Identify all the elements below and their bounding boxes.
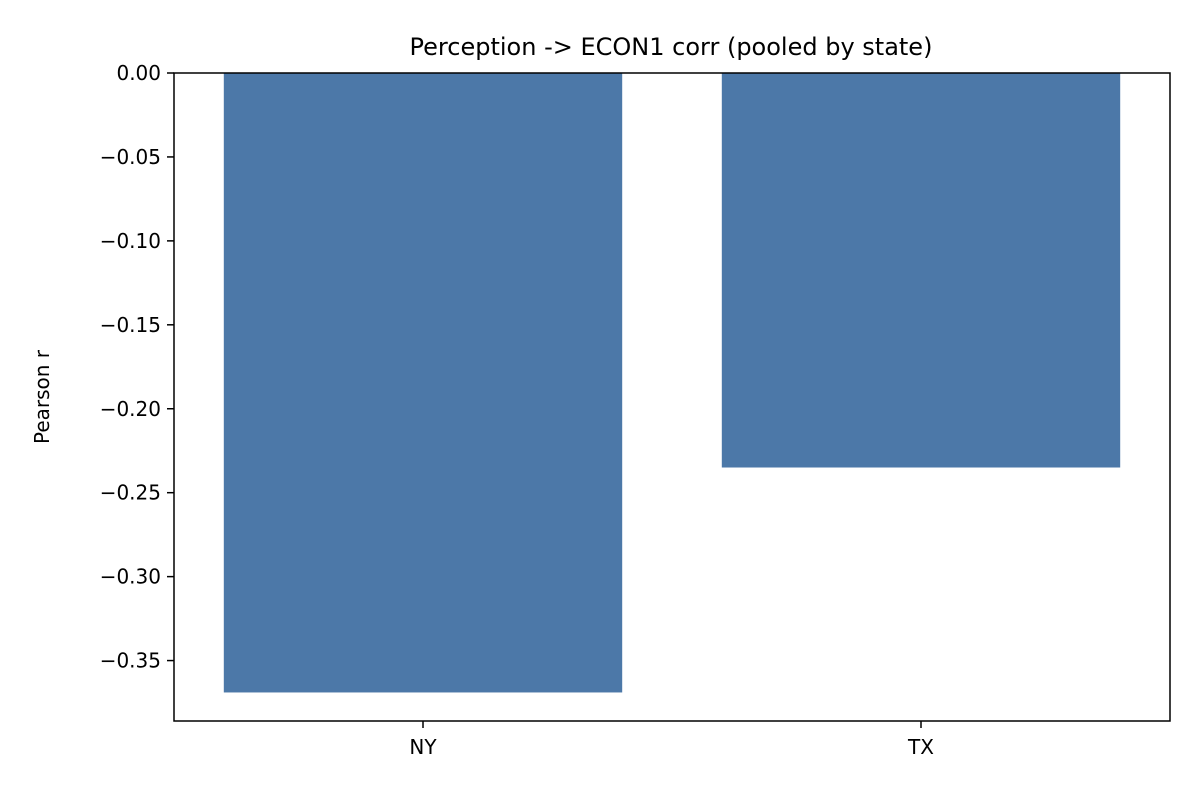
y-tick-label: −0.25 [100, 481, 161, 505]
x-axis: NY TX [409, 721, 934, 759]
plot-frame [173, 72, 1171, 722]
bar-tx [721, 73, 1121, 468]
x-tick-label: TX [907, 735, 934, 759]
y-tick-label: −0.05 [100, 145, 161, 169]
bars-group [223, 73, 1121, 693]
y-tick-label: −0.15 [100, 313, 161, 337]
y-tick-label: 0.00 [116, 61, 161, 85]
bar-ny [223, 73, 623, 693]
y-tick-label: −0.35 [100, 649, 161, 673]
y-tick-label: −0.30 [100, 565, 161, 589]
chart-title: Perception -> ECON1 corr (pooled by stat… [410, 33, 933, 61]
y-axis: 0.00 −0.05 −0.10 −0.15 −0.20 −0.25 −0.30 −0.35 [100, 61, 174, 673]
y-tick-label: −0.10 [100, 229, 161, 253]
x-tick-label: NY [409, 735, 437, 759]
y-axis-label: Pearson r [30, 349, 54, 444]
y-tick-label: −0.20 [100, 397, 161, 421]
